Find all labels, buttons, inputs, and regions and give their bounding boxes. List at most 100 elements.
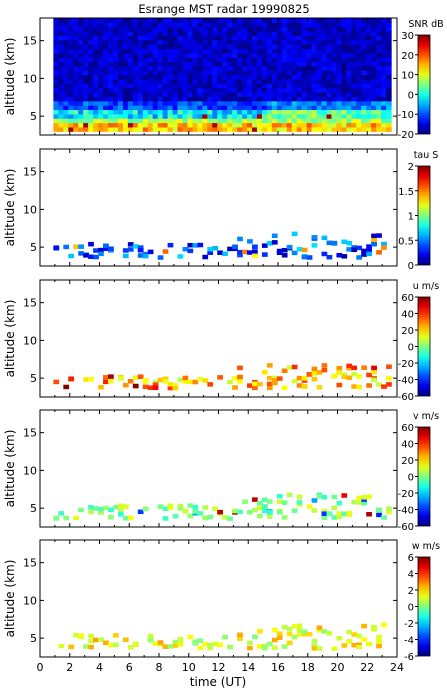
heatmap-cell: [172, 31, 179, 37]
heatmap-cell: [266, 241, 273, 246]
heatmap-cell: [212, 78, 218, 84]
heatmap-cell: [376, 57, 382, 63]
heatmap-cell: [137, 44, 144, 50]
heatmap-cell: [207, 70, 213, 76]
heatmap-cell: [202, 52, 208, 58]
heatmap-cell: [266, 26, 273, 32]
heatmap-cell: [301, 26, 308, 32]
heatmap-cell: [78, 65, 84, 71]
heatmap-cell: [217, 87, 223, 93]
heatmap-cell: [63, 22, 69, 28]
heatmap-cell: [381, 35, 387, 41]
heatmap-cell: [83, 65, 89, 71]
heatmap-cell: [256, 629, 263, 634]
heatmap-cell: [366, 39, 372, 45]
heatmap-cell: [351, 83, 357, 89]
heatmap-cell: [197, 87, 203, 93]
heatmap-cell: [331, 61, 338, 67]
heatmap-cell: [137, 113, 144, 119]
heatmap-cell: [306, 504, 313, 509]
heatmap-cell: [167, 39, 174, 45]
heatmap-cells: [53, 492, 392, 521]
heatmap-cell: [336, 365, 343, 371]
colorbar-tick-label: 1: [408, 212, 414, 223]
heatmap-cell: [192, 74, 198, 80]
y-axis-label: altitude (km): [3, 430, 17, 508]
heatmap-cell: [137, 35, 144, 41]
heatmap-cell: [261, 113, 268, 119]
heatmap-cell: [331, 78, 338, 84]
heatmap-cell: [217, 126, 223, 132]
heatmap-cell: [301, 18, 308, 23]
heatmap-cell: [376, 96, 382, 102]
heatmap-cell: [271, 105, 278, 111]
heatmap-cell: [177, 377, 184, 382]
heatmap-cell: [142, 39, 149, 45]
heatmap-cell: [93, 65, 99, 71]
heatmap-cell: [73, 61, 79, 67]
heatmap-cell: [152, 52, 159, 58]
heatmap-cell: [227, 100, 233, 106]
heatmap-cell: [197, 376, 204, 382]
heatmap-cell: [336, 57, 342, 63]
heatmap-cell: [266, 35, 273, 41]
heatmap-cell: [217, 74, 223, 80]
heatmap-cell: [122, 78, 129, 84]
heatmap-cell: [346, 247, 353, 252]
heatmap-cell: [122, 61, 129, 67]
heatmap-cell: [341, 643, 348, 648]
heatmap-cell: [132, 113, 139, 119]
heatmap-cell: [108, 78, 114, 84]
heatmap-cell: [222, 26, 228, 32]
heatmap-cell: [271, 70, 278, 76]
heatmap-cell: [108, 22, 114, 28]
y-tick-label: 10: [23, 334, 37, 347]
heatmap-cell: [237, 379, 243, 384]
heatmap-cell: [112, 83, 119, 89]
heatmap-cell: [316, 22, 323, 28]
heatmap-cell: [306, 70, 313, 76]
heatmap-cell: [217, 113, 223, 119]
heatmap-cell: [68, 109, 74, 115]
heatmap-cell: [247, 31, 253, 37]
heatmap-cell: [147, 109, 154, 115]
heatmap-cell: [271, 240, 278, 245]
heatmap-cell: [103, 78, 109, 84]
colorbar-tick-label: 10: [401, 71, 414, 82]
heatmap-cell: [266, 83, 273, 89]
heatmap-cell: [127, 113, 134, 119]
heatmap-cell: [53, 18, 59, 23]
heatmap-cell: [103, 105, 109, 111]
figure-title: Esrange MST radar 19990825: [138, 2, 309, 16]
heatmap-cell: [222, 251, 228, 256]
heatmap-cell: [291, 31, 298, 37]
heatmap-cell: [167, 57, 174, 63]
heatmap-cell: [252, 61, 258, 67]
heatmap-cell: [247, 18, 253, 23]
heatmap-cell: [98, 44, 104, 50]
heatmap-cell: [68, 39, 74, 45]
heatmap-cell: [266, 44, 273, 50]
heatmap-cell: [68, 18, 74, 23]
heatmap-cell: [256, 122, 263, 128]
heatmap-cell: [93, 78, 99, 84]
heatmap-cell: [301, 61, 308, 67]
heatmap-cell: [63, 109, 69, 115]
heatmap-cell: [376, 92, 382, 97]
heatmap-cell: [103, 22, 109, 28]
heatmap-cell: [78, 113, 84, 119]
heatmap-cell: [276, 105, 283, 111]
heatmap-cell: [227, 246, 233, 252]
heatmap-cell: [162, 31, 169, 37]
heatmap-cell: [88, 18, 94, 23]
heatmap-cell: [242, 18, 248, 23]
heatmap-cell: [311, 48, 318, 54]
heatmap-cell: [58, 35, 64, 41]
heatmap-cell: [157, 52, 164, 58]
heatmap-cell: [227, 118, 233, 124]
heatmap-cell: [261, 508, 268, 514]
heatmap-cell: [137, 61, 144, 67]
heatmap-cell: [371, 26, 377, 32]
heatmap-cell: [281, 644, 288, 649]
